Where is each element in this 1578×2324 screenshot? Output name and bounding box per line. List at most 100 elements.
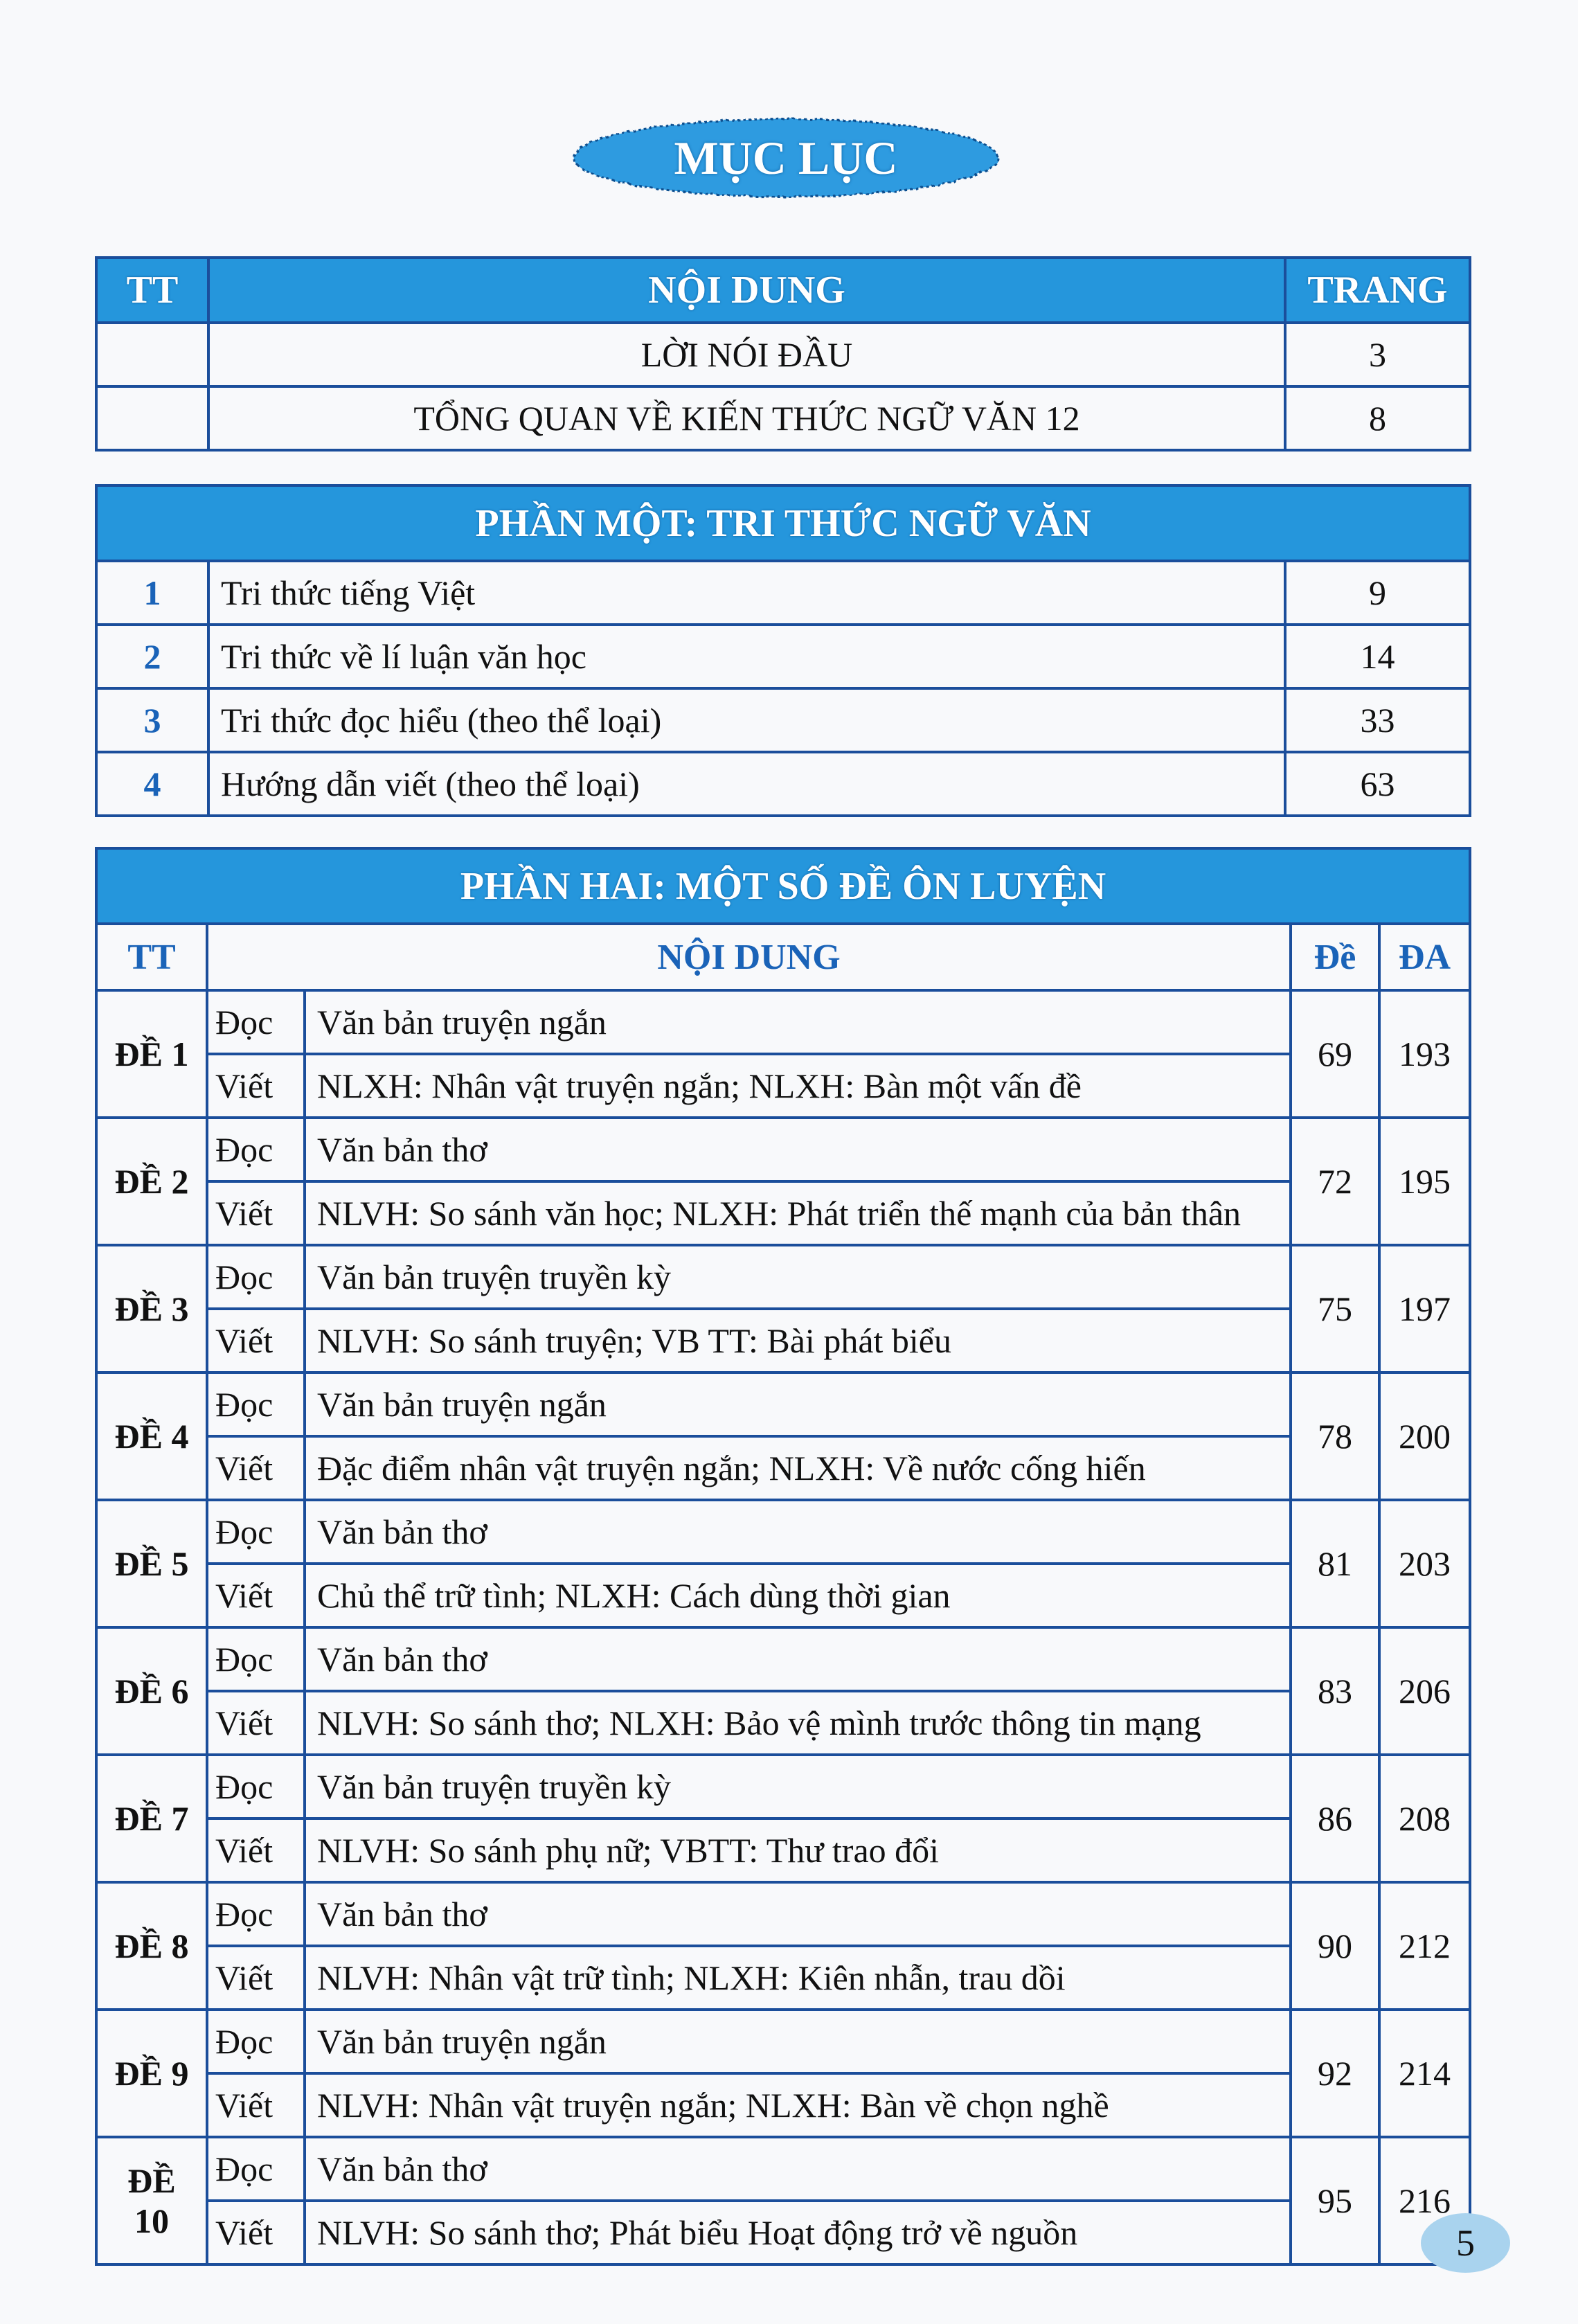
exam-row: ĐỀ 8 Đọc Văn bản thơ 90 212: [95, 1881, 1472, 2011]
table-row: 2 Tri thức về lí luận văn học 14: [95, 623, 1472, 690]
part-two-title: PHẦN HAI: MỘT SỐ ĐỀ ÔN LUYỆN: [94, 847, 1472, 925]
exam-label: ĐỀ 3: [95, 1244, 208, 1374]
write-content: NLVH: So sánh văn học; NLXH: Phát triển …: [303, 1180, 1292, 1246]
row-content: Hướng dẫn viết (theo thể loại): [207, 751, 1286, 817]
answer-page: 214: [1377, 2008, 1472, 2138]
row-tt: [95, 385, 210, 452]
part-one-table: PHẦN MỘT: TRI THỨC NGỮ VĂN 1 Tri thức tiế…: [94, 484, 1472, 817]
write-label: Viết: [206, 1562, 306, 1629]
exam-page: 83: [1289, 1626, 1381, 1756]
exam-label: ĐỀ 5: [95, 1499, 208, 1629]
header-content: NỘI DUNG: [207, 256, 1286, 324]
row-page: 8: [1284, 385, 1471, 452]
exam-subrow: Viết NLVH: So sánh phụ nữ; VBTT: Thư trao…: [96, 1817, 1470, 1884]
read-label: Đọc: [206, 1881, 306, 1947]
answer-page: 203: [1377, 1499, 1472, 1629]
write-label: Viết: [206, 2072, 306, 2138]
write-content: NLVH: Nhân vật trữ tình; NLXH: Kiên nhẫn…: [303, 1945, 1292, 2011]
exam-subrow: Viết Chủ thể trữ tình; NLXH: Cách dùng th…: [96, 1562, 1470, 1629]
exam-label: ĐỀ 7: [95, 1753, 208, 1884]
exam-label: ĐỀ 1: [95, 989, 208, 1119]
exam-subrow: Viết Đặc điểm nhân vật truyện ngắn; NLXH:…: [96, 1435, 1470, 1501]
exam-subrow: Viết NLVH: So sánh văn học; NLXH: Phát tr…: [96, 1180, 1470, 1246]
answer-page: 212: [1377, 1881, 1472, 2011]
exam-page: 81: [1289, 1499, 1381, 1629]
read-content: Văn bản thơ: [303, 1626, 1292, 1692]
table-row: LỜI NÓI ĐẦU 3: [95, 321, 1471, 388]
exam-page: 90: [1289, 1881, 1381, 2011]
intro-table: TT NỘI DUNG TRANG LỜI NÓI ĐẦU 3 TỔNG QUAN …: [95, 256, 1471, 452]
exam-page: 72: [1289, 1116, 1381, 1246]
exam-subrow: Viết NLVH: So sánh truyện; VB TT: Bài phá…: [96, 1307, 1470, 1374]
exam-label: ĐỀ 8: [95, 1881, 208, 2011]
read-content: Văn bản thơ: [303, 1881, 1292, 1947]
row-content: Tri thức về lí luận văn học: [207, 623, 1286, 690]
read-label: Đọc: [206, 1499, 306, 1565]
row-tt: 4: [95, 751, 210, 817]
exam-page: 75: [1289, 1244, 1381, 1374]
read-label: Đọc: [206, 1753, 306, 1820]
exam-row: ĐỀ 10 Đọc Văn bản thơ 95 216: [95, 2136, 1472, 2266]
write-content: NLVH: Nhân vật truyện ngắn; NLXH: Bàn về…: [303, 2072, 1292, 2138]
row-page: 63: [1283, 751, 1472, 817]
row-tt: [95, 321, 210, 388]
write-content: NLVH: So sánh phụ nữ; VBTT: Thư trao đổi: [303, 1817, 1292, 1884]
row-content: Tri thức tiếng Việt: [207, 560, 1286, 626]
page-title: MỤC LỤC: [674, 131, 898, 184]
write-label: Viết: [206, 1817, 306, 1884]
part-two-header-row: TT NỘI DUNG Đề ĐA: [95, 922, 1472, 992]
header-tt: TT: [95, 256, 210, 324]
write-content: Chủ thể trữ tình; NLXH: Cách dùng thời g…: [303, 1562, 1292, 1629]
read-content: Văn bản thơ: [303, 1499, 1292, 1565]
read-label: Đọc: [206, 2136, 306, 2202]
read-content: Văn bản truyện truyền kỳ: [303, 1753, 1292, 1820]
answer-page: 206: [1377, 1626, 1472, 1756]
answer-page: 195: [1377, 1116, 1472, 1246]
header-page: TRANG: [1284, 256, 1471, 324]
write-content: NLVH: So sánh thơ; Phát biểu Hoạt động t…: [303, 2199, 1292, 2266]
read-label: Đọc: [206, 1244, 306, 1310]
exam-row: ĐỀ 1 Đọc Văn bản truyện ngắn 69 193: [95, 989, 1472, 1119]
read-content: Văn bản thơ: [303, 1116, 1292, 1183]
read-content: Văn bản thơ: [303, 2136, 1292, 2202]
exam-subrow: Viết NLXH: Nhân vật truyện ngắn; NLXH: Bà…: [96, 1053, 1470, 1119]
table-row: TỔNG QUAN VỀ KIẾN THỨC NGỮ VĂN 12 8: [95, 385, 1471, 452]
row-page: 14: [1283, 623, 1472, 690]
answer-page: 208: [1377, 1753, 1472, 1884]
exam-row: ĐỀ 7 Đọc Văn bản truyện truyền kỳ 86 208: [95, 1753, 1472, 1884]
row-page: 3: [1284, 321, 1471, 388]
exam-label: ĐỀ 2: [95, 1116, 208, 1246]
row-content: TỔNG QUAN VỀ KIẾN THỨC NGỮ VĂN 12: [207, 385, 1286, 452]
exam-subrow: Viết NLVH: Nhân vật truyện ngắn; NLXH: Bà…: [96, 2072, 1470, 2138]
wavy-ellipse-shape: [573, 118, 999, 198]
read-content: Văn bản truyện truyền kỳ: [303, 1244, 1292, 1310]
write-label: Viết: [206, 1690, 306, 1756]
answer-page: 197: [1377, 1244, 1472, 1374]
exam-page: 92: [1289, 2008, 1381, 2138]
exam-label: ĐỀ 10: [95, 2136, 208, 2266]
exam-row: ĐỀ 9 Đọc Văn bản truyện ngắn 92 214: [95, 2008, 1472, 2138]
answer-page: 200: [1377, 1371, 1472, 1501]
exam-page: 69: [1289, 989, 1381, 1119]
part-one-title: PHẦN MỘT: TRI THỨC NGỮ VĂN: [94, 484, 1472, 562]
header-de: Đề: [1289, 922, 1381, 992]
read-label: Đọc: [206, 1626, 306, 1692]
exam-subrow: Viết NLVH: So sánh thơ; Phát biểu Hoạt độ…: [96, 2199, 1470, 2266]
table-row: 3 Tri thức đọc hiểu (theo thể loại) 33: [95, 687, 1472, 753]
row-tt: 3: [95, 687, 210, 753]
read-label: Đọc: [206, 1371, 306, 1438]
write-label: Viết: [206, 1435, 306, 1501]
write-content: Đặc điểm nhân vật truyện ngắn; NLXH: Về …: [303, 1435, 1292, 1501]
intro-header-row: TT NỘI DUNG TRANG: [95, 256, 1471, 324]
exam-subrow: Viết NLVH: So sánh thơ; NLXH: Bảo vệ mình…: [96, 1690, 1470, 1756]
write-content: NLVH: So sánh thơ; NLXH: Bảo vệ mình trư…: [303, 1690, 1292, 1756]
exam-page: 86: [1289, 1753, 1381, 1884]
answer-page: 193: [1377, 989, 1472, 1119]
exam-label: ĐỀ 6: [95, 1626, 208, 1756]
write-content: NLVH: So sánh truyện; VB TT: Bài phát bi…: [303, 1307, 1292, 1374]
exam-row: ĐỀ 6 Đọc Văn bản thơ 83 206: [95, 1626, 1472, 1756]
write-label: Viết: [206, 1180, 306, 1246]
part-two-table: PHẦN HAI: MỘT SỐ ĐỀ ÔN LUYỆN TT NỘI DUNG…: [94, 847, 1472, 2266]
table-row: 4 Hướng dẫn viết (theo thể loại) 63: [95, 751, 1472, 817]
exam-page: 95: [1289, 2136, 1381, 2266]
